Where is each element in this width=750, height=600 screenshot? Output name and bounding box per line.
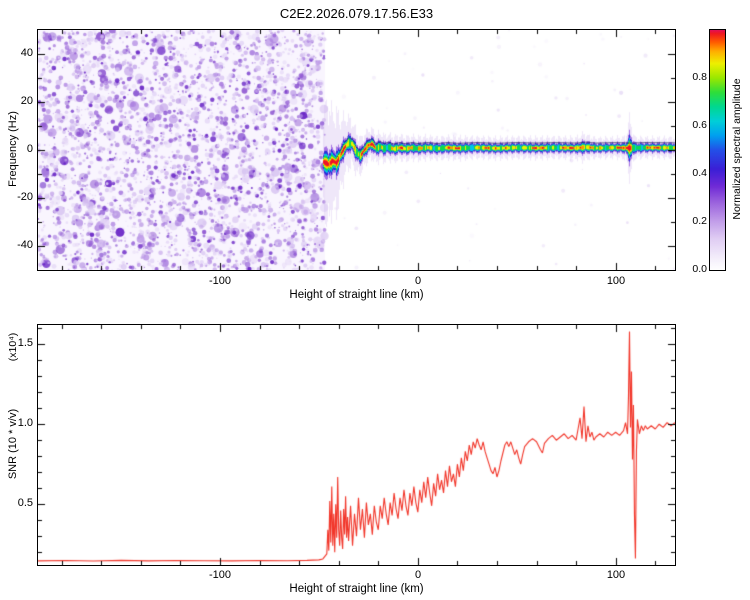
freq-tick-label: 20 [20,95,33,107]
snr-tick-label: 1.5 [17,337,33,349]
freq-tick-label: -20 [17,191,33,203]
colorbar-frame [709,29,726,271]
spectrogram-frame [37,29,676,271]
bottom-x-axis-label: Height of straight line (km) [289,583,424,595]
colorbar-tick-label: 0.0 [692,263,707,275]
freq-tick-label: -40 [17,239,33,251]
freq-tick-label: 0 [26,143,33,155]
top-y-axis-label: Frequency (Hz) [7,111,19,187]
height-tick-label: 0 [414,275,422,287]
y-axis-scale-note: (x10⁴) [7,332,19,362]
snr-tick-label: 1.0 [17,417,33,429]
freq-tick-label: 40 [20,47,33,59]
colorbar-axis-label: Normalized spectral amplitude [731,78,743,220]
snr-tick-label: 0.5 [17,497,33,509]
figure-title: C2E2.2026.079.17.56.E33 [279,6,434,21]
colorbar-tick-label: 0.6 [692,119,707,131]
colorbar-tick-label: 0.2 [692,215,707,227]
height-tick-label: -100 [208,275,232,287]
colorbar-gradient [710,30,725,270]
snr-frame [37,324,676,566]
height-tick-label: 100 [606,569,626,581]
snr-plot-canvas [38,325,675,565]
spectrogram-canvas [38,30,675,270]
colorbar-tick-label: 0.8 [692,71,707,83]
height-tick-label: -100 [208,569,232,581]
top-x-axis-label: Height of straight line (km) [289,289,424,301]
colorbar-tick-label: 0.4 [692,167,707,179]
height-tick-label: 100 [606,275,626,287]
height-tick-label: 0 [414,569,422,581]
